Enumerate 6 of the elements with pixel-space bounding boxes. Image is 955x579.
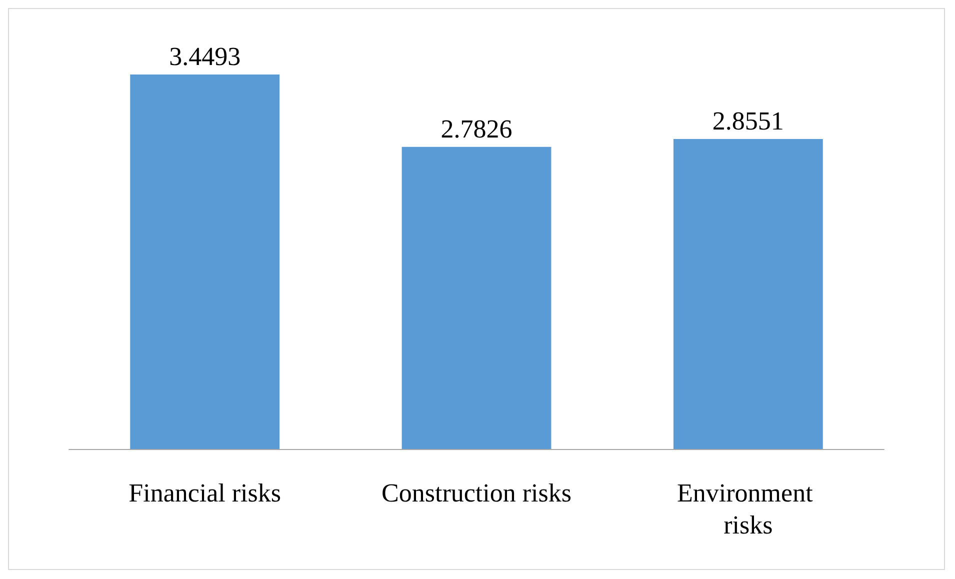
data-label: 2.8551: [712, 106, 784, 136]
x-tick-label: Construction risks: [382, 478, 572, 508]
data-label: 3.4493: [169, 42, 241, 72]
x-tick-label: Financial risks: [128, 478, 282, 508]
x-tick-label: Environment risks: [677, 478, 820, 540]
data-label: 2.7826: [440, 114, 512, 144]
